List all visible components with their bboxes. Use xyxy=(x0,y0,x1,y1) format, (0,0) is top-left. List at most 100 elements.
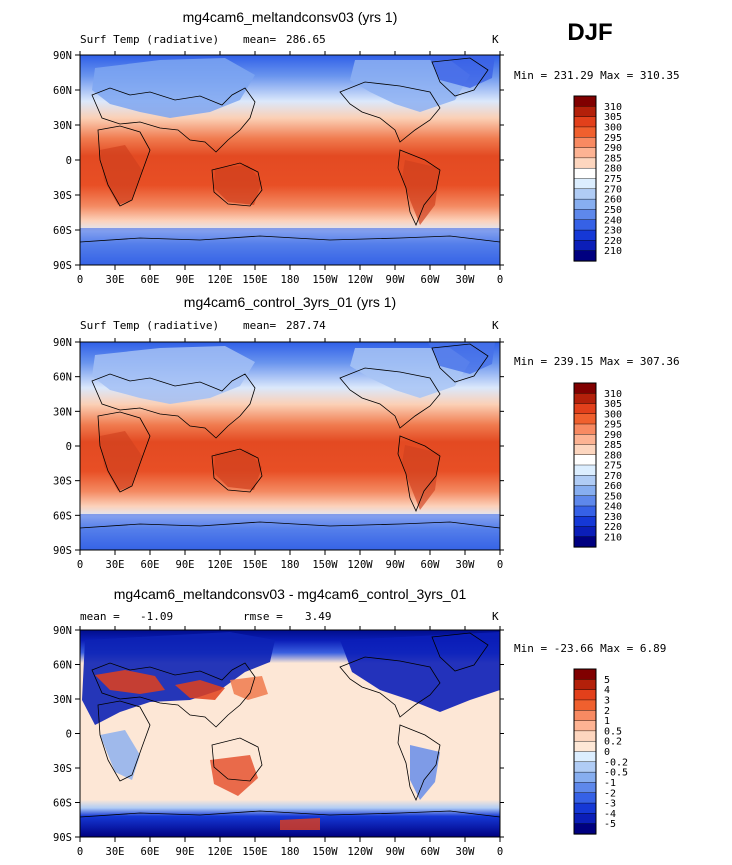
colorbar-label: 2 xyxy=(604,706,610,717)
y-axis: 90N 60N 30N 0 30S 60S 90S xyxy=(53,625,504,844)
panel-title: mg4cam6_control_3yrs_01 (yrs 1) xyxy=(184,294,396,310)
coastline-south-america xyxy=(397,149,441,227)
colorbar-swatch xyxy=(573,699,597,711)
colorbar-label: 310 xyxy=(604,389,622,400)
colorbar-label: 285 xyxy=(604,440,622,451)
colorbar-swatch xyxy=(573,782,597,794)
x-tick-label: 30E xyxy=(106,559,125,571)
warming-patch-australia xyxy=(210,755,258,796)
mean-value: 286.65 xyxy=(286,33,326,46)
coastline-greenland xyxy=(431,343,489,383)
units-label: K xyxy=(492,33,499,46)
colorbar-label: 240 xyxy=(604,215,622,226)
x-tick-label: 30W xyxy=(456,559,476,571)
coastline-south-america xyxy=(397,435,441,513)
colorbar-label: 250 xyxy=(604,491,622,502)
colorbar-label: -5 xyxy=(604,819,616,830)
colorbar-swatch xyxy=(573,792,597,804)
y-tick-label: 60N xyxy=(53,372,72,384)
y-tick-label: 0 xyxy=(66,441,72,453)
variable-label: Surf Temp (radiative) xyxy=(80,319,219,332)
warming-patch-antarctica xyxy=(280,818,320,830)
colorbar-label: 230 xyxy=(604,512,622,523)
colorbar-swatch xyxy=(573,823,597,835)
colorbar-label: 300 xyxy=(604,409,622,420)
y-tick-label: 90N xyxy=(53,625,72,637)
panel-control: mg4cam6_control_3yrs_01 (yrs 1) Surf Tem… xyxy=(53,294,680,571)
colorbar-swatch xyxy=(573,689,597,701)
colorbar-label: 260 xyxy=(604,481,622,492)
warm-region-south-america xyxy=(402,445,440,510)
y-tick-label: 30S xyxy=(53,476,72,488)
min-max-label: Min = -23.66 Max = 6.89 xyxy=(514,642,666,655)
coastline-greenland xyxy=(431,632,489,672)
colorbar-swatch xyxy=(573,813,597,825)
x-tick-label: 90E xyxy=(176,846,195,858)
x-tick-label: 30W xyxy=(456,846,476,858)
x-tick-label: 120W xyxy=(347,274,373,286)
y-tick-label: 0 xyxy=(66,155,72,167)
colorbar-swatch xyxy=(573,413,597,425)
colorbar-swatch xyxy=(573,679,597,691)
cold-region-antarctica xyxy=(80,228,500,265)
cold-region-greenland xyxy=(428,342,495,374)
x-tick-label: 60E xyxy=(141,274,160,286)
rmse-value: 3.49 xyxy=(305,610,332,623)
colorbar-label: 240 xyxy=(604,502,622,513)
colorbar-label: 230 xyxy=(604,226,622,237)
colorbar-swatch xyxy=(573,740,597,753)
colorbar-label: -0.2 xyxy=(604,757,628,768)
colorbar-swatch xyxy=(573,668,597,680)
variable-label: Surf Temp (radiative) xyxy=(80,33,219,46)
cooling-region-eurasia xyxy=(82,632,275,725)
y-tick-label: 30N xyxy=(53,120,72,132)
y-tick-label: 60S xyxy=(53,225,72,237)
panel-meltandconsv03: mg4cam6_meltandconsv03 (yrs 1) Surf Temp… xyxy=(53,9,680,286)
y-tick-label: 90N xyxy=(53,337,72,349)
x-tick-label: 90E xyxy=(176,274,195,286)
colorbar-swatch xyxy=(573,454,597,466)
coastlines xyxy=(79,632,501,818)
y-tick-label: 60N xyxy=(53,85,72,97)
colorbar-swatch xyxy=(573,95,597,107)
mean-label: mean= xyxy=(243,33,276,46)
colorbar-swatch xyxy=(573,475,597,487)
colorbar-swatch xyxy=(573,444,597,456)
coastline-greenland xyxy=(431,57,489,97)
x-tick-label: 30E xyxy=(106,274,125,286)
mean-value: 287.74 xyxy=(286,319,326,332)
colorbar-label: 295 xyxy=(604,133,622,144)
y-tick-label: 30N xyxy=(53,406,72,418)
warming-patch-europe xyxy=(95,670,165,694)
x-tick-label: 120W xyxy=(347,559,373,571)
colorbar-swatch xyxy=(573,106,597,118)
colorbar-label: 295 xyxy=(604,420,622,431)
coastline-eurasia xyxy=(91,662,256,728)
coastline-eurasia xyxy=(91,87,256,153)
y-tick-label: 60N xyxy=(53,660,72,672)
coastline-australia xyxy=(211,162,263,207)
cooling-patch-africa xyxy=(100,730,140,780)
colorbar-swatch xyxy=(573,505,597,517)
colorbar-swatch xyxy=(573,393,597,405)
coastline-africa xyxy=(97,125,151,207)
colorbar: 3103053002952902852802752702602502402302… xyxy=(573,95,622,262)
x-tick-label: 120W xyxy=(347,846,373,858)
min-max-label: Min = 231.29 Max = 310.35 xyxy=(514,69,680,82)
season-label: DJF xyxy=(567,19,612,46)
panel-title: mg4cam6_meltandconsv03 (yrs 1) xyxy=(183,9,398,25)
warm-region-australia xyxy=(214,450,262,490)
map-field xyxy=(80,55,500,265)
x-tick-label: 0 xyxy=(77,846,83,858)
colorbar-swatch xyxy=(573,516,597,528)
map-field xyxy=(80,342,500,550)
cooling-region-north-america xyxy=(340,632,500,712)
colorbar-swatch xyxy=(573,188,597,200)
colorbar-label: 0.5 xyxy=(604,726,622,737)
x-tick-label: 150W xyxy=(312,274,338,286)
colorbar-swatch xyxy=(573,730,597,742)
y-tick-label: 30S xyxy=(53,763,72,775)
cooling-patch-south-america xyxy=(410,745,440,800)
